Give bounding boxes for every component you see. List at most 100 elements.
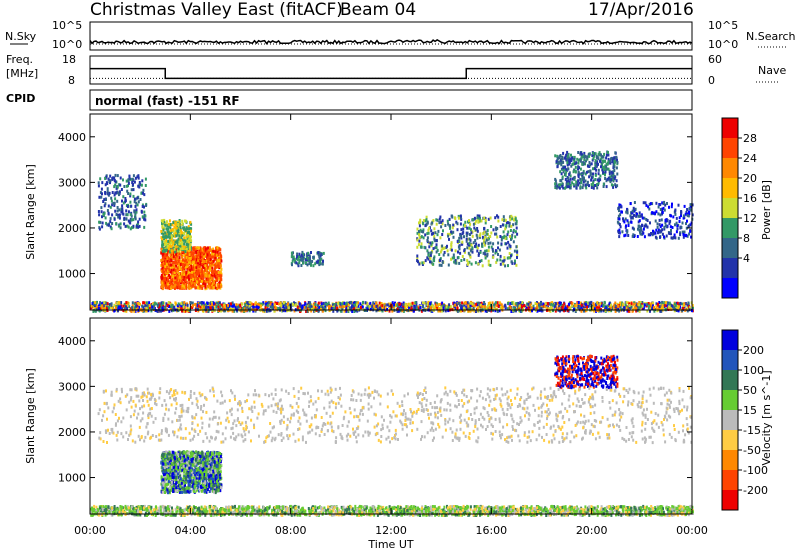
range-gate-cell <box>322 301 325 305</box>
range-gate-cell <box>142 188 145 192</box>
range-gate-cell <box>464 224 466 228</box>
range-gate-cell <box>178 244 181 247</box>
range-gate-cell <box>670 205 673 209</box>
range-gate-cell <box>586 301 589 305</box>
range-gate-cell <box>452 235 455 239</box>
range-gate-cell <box>569 174 572 178</box>
range-gate-cell <box>182 271 185 275</box>
range-gate-cell <box>449 224 452 228</box>
range-gate-cell <box>170 266 173 270</box>
range-gate-cell <box>463 258 466 262</box>
range-gate-cell <box>253 306 256 309</box>
range-gate-cell <box>595 306 598 310</box>
range-gate-cell <box>416 257 419 260</box>
range-gate-cell <box>597 157 600 161</box>
range-gate-cell <box>373 303 376 306</box>
range-gate-cell <box>206 253 209 257</box>
range-gate-cell <box>576 181 579 185</box>
range-gate-cell <box>190 268 193 272</box>
range-gate-cell <box>132 182 134 186</box>
range-gate-cell <box>508 224 511 228</box>
range-gate-cell <box>106 209 109 212</box>
range-gate-cell <box>503 256 506 260</box>
range-gate-cell <box>631 309 634 313</box>
range-gate-cell <box>462 227 465 231</box>
range-gate-cell <box>168 285 171 289</box>
range-gate-cell <box>187 268 190 272</box>
range-gate-cell <box>318 255 321 259</box>
range-gate-cell <box>168 303 170 307</box>
range-gate-cell <box>418 221 420 225</box>
range-gate-cell <box>454 217 457 220</box>
range-gate-cell <box>504 264 507 268</box>
range-gate-cell <box>176 220 179 224</box>
range-gate-cell <box>453 260 456 264</box>
range-gate-cell <box>200 270 203 274</box>
range-gate-cell <box>416 254 419 258</box>
range-gate-cell <box>162 232 165 236</box>
range-gate-cell <box>207 265 209 269</box>
range-gate-cell <box>494 232 497 236</box>
range-gate-cell <box>468 246 471 250</box>
range-gate-cell <box>486 229 489 232</box>
range-gate-cell <box>644 201 647 205</box>
range-gate-cell <box>661 300 664 304</box>
range-gate-cell <box>172 261 175 265</box>
range-gate-cell <box>601 155 604 159</box>
range-gate-cell <box>297 264 300 268</box>
range-gate-cell <box>171 283 174 286</box>
range-gate-cell <box>484 218 487 222</box>
range-gate-cell <box>666 202 668 205</box>
range-gate-cell <box>592 186 595 190</box>
range-gate-cell <box>441 260 444 264</box>
range-gate-cell <box>676 224 679 228</box>
range-gate-cell <box>626 230 629 234</box>
range-gate-cell <box>190 239 193 243</box>
range-gate-cell <box>309 304 312 308</box>
range-gate-cell <box>168 230 171 234</box>
range-gate-cell <box>129 194 132 198</box>
range-gate-cell <box>318 251 321 255</box>
range-gate-cell <box>319 258 322 262</box>
range-gate-cell <box>579 167 582 171</box>
range-gate-cell <box>211 266 214 270</box>
range-gate-cell <box>418 230 420 233</box>
range-gate-cell <box>529 309 532 313</box>
range-gate-cell <box>604 159 606 163</box>
range-gate-cell <box>176 249 179 253</box>
range-gate-cell <box>498 301 501 305</box>
range-gate-cell <box>196 246 199 250</box>
range-gate-cell <box>207 278 210 282</box>
range-gate-cell <box>106 307 108 311</box>
range-gate-cell <box>624 217 627 221</box>
range-gate-cell <box>171 251 174 255</box>
range-gate-cell <box>115 186 118 190</box>
range-gate-cell <box>296 257 299 261</box>
range-gate-cell <box>593 166 596 170</box>
range-gate-cell <box>161 249 164 253</box>
range-gate-cell <box>129 192 132 196</box>
range-gate-cell <box>568 158 571 162</box>
range-gate-cell <box>187 271 190 275</box>
range-gate-cell <box>670 214 672 218</box>
range-gate-cell <box>137 184 140 188</box>
range-gate-cell <box>137 200 140 204</box>
range-gate-cell <box>488 301 491 305</box>
range-gate-cell <box>123 303 126 307</box>
range-gate-cell <box>648 207 651 211</box>
range-gate-cell <box>312 255 315 259</box>
range-gate-cell <box>174 283 177 287</box>
range-gate-cell <box>164 286 167 290</box>
range-gate-cell <box>437 229 440 233</box>
range-gate-cell <box>140 183 143 187</box>
range-gate-cell <box>560 161 563 165</box>
range-gate-cell <box>446 219 449 223</box>
range-gate-cell <box>422 219 425 222</box>
range-gate-cell <box>626 208 628 212</box>
range-gate-cell <box>202 282 205 286</box>
range-gate-cell <box>687 301 690 305</box>
range-gate-cell <box>186 232 189 236</box>
range-gate-cell <box>210 284 213 288</box>
range-gate-cell <box>118 183 121 187</box>
range-gate-cell <box>483 238 486 242</box>
